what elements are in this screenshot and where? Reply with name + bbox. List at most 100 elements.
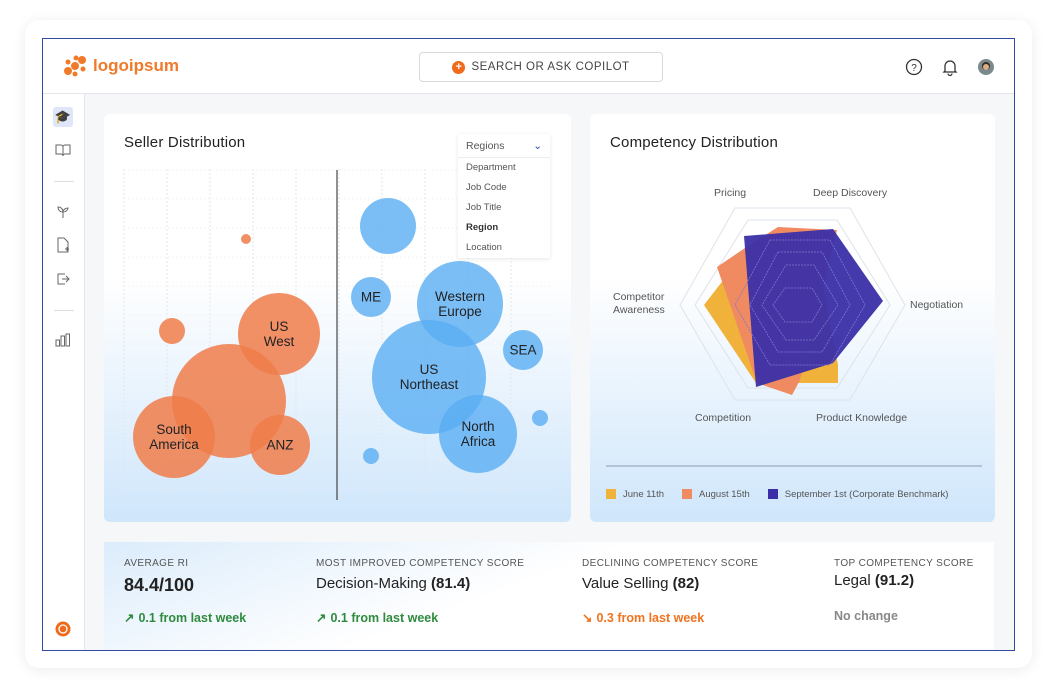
top-bar: logoipsum + SEARCH OR ASK COPILOT ?	[43, 39, 1014, 94]
stat-value: (82)	[672, 575, 700, 592]
competency-distribution-title: Competency Distribution	[610, 134, 779, 151]
radar-series-september	[744, 229, 883, 387]
bubble-label: South America	[149, 422, 199, 452]
legend-item[interactable]: August 15th	[682, 489, 750, 500]
stat-value: (91.2)	[874, 572, 915, 589]
dropdown-option-job-code[interactable]: Job Code	[466, 182, 507, 193]
legend-swatch	[682, 489, 693, 500]
axis-label-competition: Competition	[695, 412, 752, 424]
stat-most-improved: MOST IMPROVED COMPETENCY SCORE Decision-…	[316, 558, 524, 625]
copilot-search[interactable]: + SEARCH OR ASK COPILOT	[419, 52, 663, 82]
radar-grid-ring	[734, 239, 866, 366]
logo-text: logoipsum	[93, 56, 179, 75]
axis-label-negotiation: Negotiation	[910, 299, 964, 311]
legend-item[interactable]: September 1st (Corporate Benchmark)	[767, 489, 949, 500]
bubble-unlabeled[interactable]	[241, 234, 251, 244]
book-icon[interactable]	[53, 140, 73, 160]
help-icon[interactable]: ?	[905, 58, 923, 76]
legend-swatch	[606, 489, 616, 500]
sidebar: 🎓	[43, 94, 85, 650]
bubble-sea[interactable]	[503, 330, 543, 370]
dropdown-option-location[interactable]: Location	[466, 242, 502, 253]
logo-icon	[64, 55, 86, 77]
bubble-unlabeled[interactable]	[159, 318, 185, 344]
legend-label: August 15th	[699, 489, 750, 500]
legend-swatch	[767, 489, 778, 500]
stat-name: Legal	[834, 572, 871, 589]
export-icon[interactable]	[53, 269, 73, 289]
competency-distribution-card: Competency Distribution Pricing	[590, 114, 995, 522]
stat-label: AVERAGE RI	[124, 558, 189, 569]
radar-grid-ring	[749, 251, 851, 353]
stat-change-text: 0.1 from last week	[330, 610, 439, 625]
arrow-up-right-icon: ↗	[316, 611, 327, 625]
stat-top: TOP COMPETENCY SCORE Legal (91.2) No cha…	[834, 558, 974, 623]
bubble-label: US Northeast	[399, 362, 459, 392]
axis-label-product-knowledge: Product Knowledge	[816, 412, 908, 424]
arrow-up-right-icon: ↗	[124, 611, 135, 625]
stat-declining: DECLINING COMPETENCY SCORE Value Selling…	[582, 558, 758, 625]
chevron-down-icon: ⌄	[533, 139, 542, 152]
arrow-down-right-icon: ↘	[582, 611, 593, 625]
stat-change: ↗ 0.1 from last week	[316, 610, 524, 626]
dropdown-option-department[interactable]: Department	[466, 162, 516, 173]
bubble-unlabeled[interactable]	[360, 198, 416, 254]
chat-icon[interactable]	[53, 619, 73, 639]
bubble-label: US West	[263, 319, 295, 349]
radar-grid-ring	[761, 264, 839, 341]
bubble-label: SEA	[509, 342, 537, 358]
dropdown-option-job-title[interactable]: Job Title	[466, 202, 502, 213]
bubble-us-west[interactable]	[238, 293, 320, 375]
stat-name: Value Selling	[582, 575, 669, 592]
bubble-label: ME	[360, 289, 382, 305]
stat-value: 84.4/100	[124, 575, 195, 595]
radar-legend: June 11th August 15th September 1st (Cor…	[606, 489, 948, 500]
stat-change: ↗ 0.1 from last week	[124, 610, 247, 626]
bubble-label: ANZ	[266, 437, 294, 453]
radar-chart	[606, 207, 982, 467]
dropdown-option-region[interactable]: Region	[466, 222, 499, 233]
sprout-icon[interactable]	[53, 202, 73, 222]
logo[interactable]: logoipsum	[63, 55, 179, 77]
bubble-label: North Africa	[460, 419, 496, 449]
stat-label: TOP COMPETENCY SCORE	[834, 558, 974, 569]
stat-label: DECLINING COMPETENCY SCORE	[582, 558, 759, 569]
seller-distribution-card: Seller Distribution US West South America…	[104, 114, 571, 522]
file-add-icon[interactable]	[53, 235, 73, 255]
axis-label-deep-discovery: Deep Discovery	[813, 187, 888, 199]
stats-panel: AVERAGE RI 84.4/100 ↗ 0.1 from last week …	[104, 542, 994, 650]
group-by-dropdown[interactable]: Regions ⌄ Department Job Code Job Title R…	[458, 134, 550, 258]
axis-label-pricing: Pricing	[714, 187, 747, 199]
radar-grid-ring	[694, 219, 891, 389]
radar-grid-ring	[772, 287, 823, 323]
stat-change-text: 0.3 from last week	[596, 610, 705, 625]
bubble-anz[interactable]	[250, 415, 310, 475]
legend-label: September 1st (Corporate Benchmark)	[784, 489, 949, 500]
legend-item[interactable]: June 11th	[606, 489, 664, 500]
bubble-unlabeled[interactable]	[363, 448, 379, 464]
bubble-north-africa[interactable]	[439, 395, 517, 473]
dropdown-selected[interactable]: Regions ⌄	[458, 134, 550, 158]
axis-label-competitor-awareness: Competitor Awareness	[613, 291, 665, 316]
bubble-south-america[interactable]	[133, 396, 215, 478]
app-window: logoipsum + SEARCH OR ASK COPILOT ? 🎓 Se…	[42, 38, 1015, 651]
bubble-chart	[123, 169, 550, 500]
stat-value: (81.4)	[431, 575, 471, 592]
stat-change: ↘ 0.3 from last week	[582, 610, 758, 626]
graduation-cap-icon[interactable]: 🎓	[53, 107, 73, 127]
legend-label: June 11th	[623, 489, 665, 500]
avatar[interactable]	[977, 58, 995, 76]
bar-chart-icon[interactable]	[53, 330, 73, 350]
sidebar-divider	[54, 181, 74, 182]
svg-text:?: ?	[911, 63, 917, 74]
stat-average-ri: AVERAGE RI 84.4/100 ↗ 0.1 from last week	[124, 558, 246, 625]
bubble-label: Western Europe	[434, 289, 486, 319]
bell-icon[interactable]	[941, 58, 959, 76]
copilot-icon: +	[452, 60, 466, 74]
stat-change-text: 0.1 from last week	[138, 610, 247, 625]
stat-name: Decision-Making	[316, 575, 427, 592]
stat-label: MOST IMPROVED COMPETENCY SCORE	[316, 558, 525, 569]
radar-grid-ring	[679, 207, 906, 401]
bubble-me[interactable]	[351, 277, 391, 317]
bubble-unlabeled[interactable]	[532, 410, 548, 426]
